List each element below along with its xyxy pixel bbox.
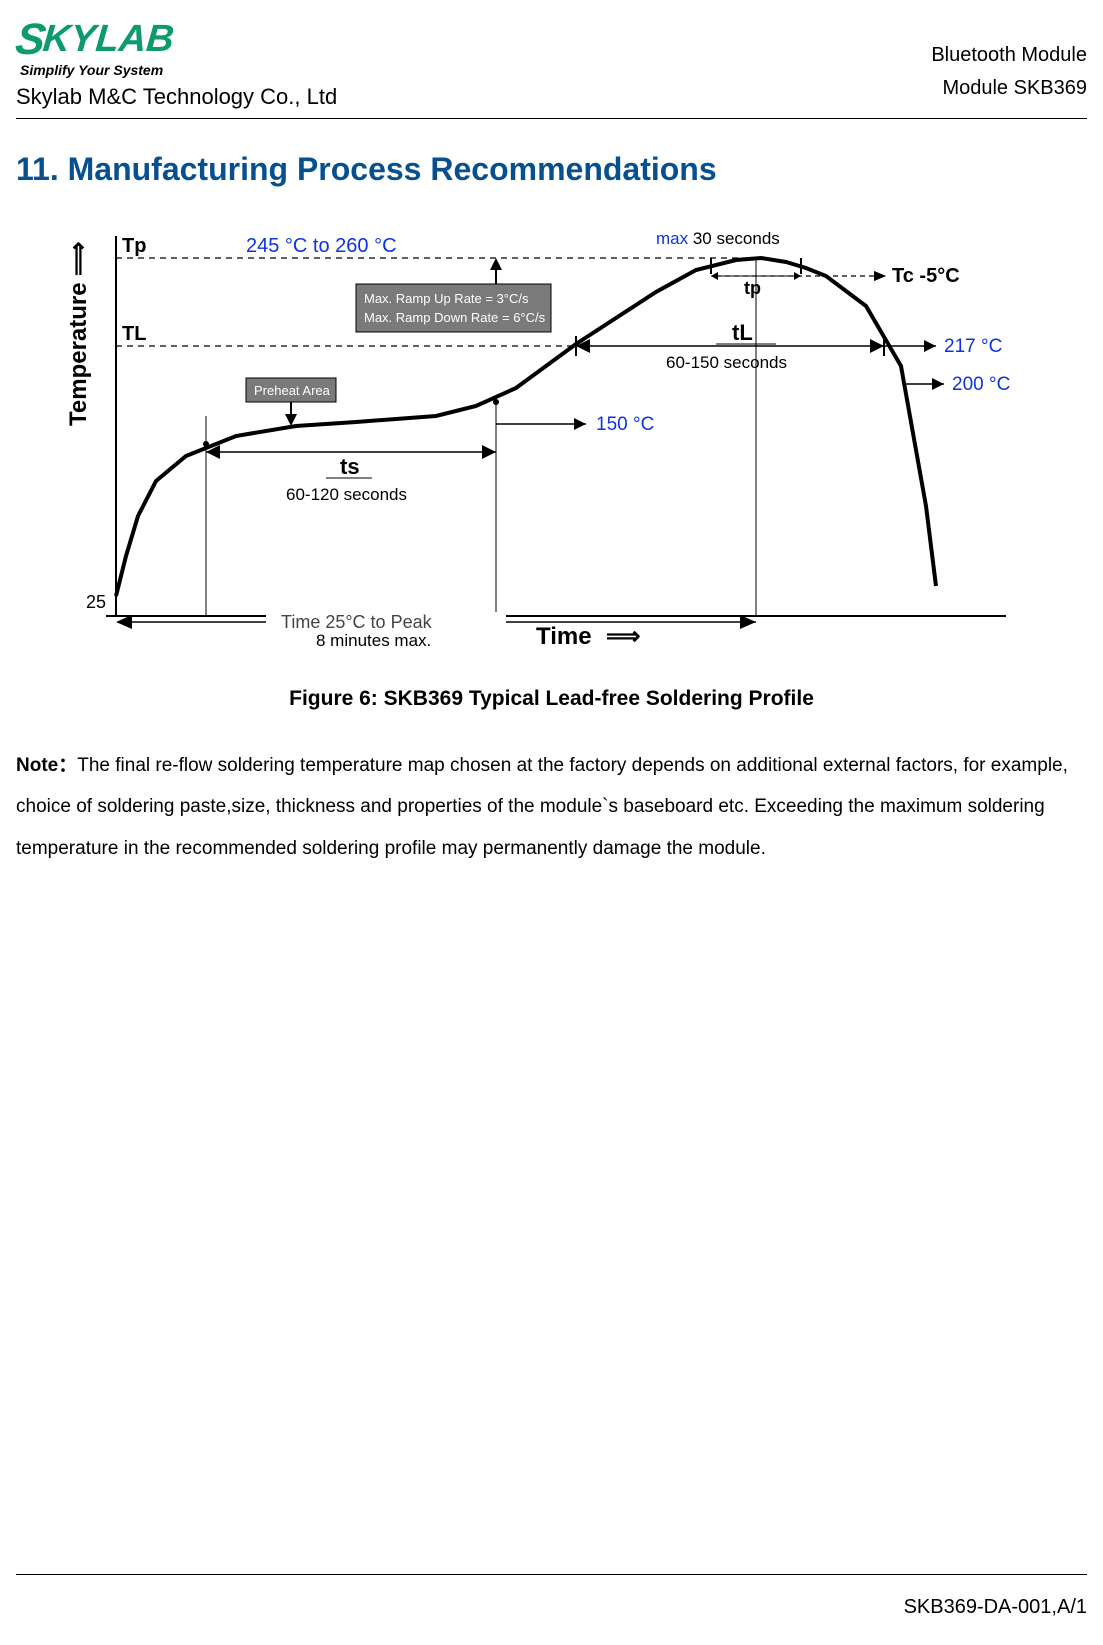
note-label: Note：	[16, 755, 77, 776]
preheat-text: Preheat Area	[254, 383, 331, 398]
tl-label-left: TL	[122, 323, 146, 345]
logo-tagline: Simplify Your System	[20, 62, 337, 78]
tc-label: Tc -5°C	[892, 265, 960, 287]
time-to-peak-text: Time 25°C to Peak	[281, 612, 433, 632]
ramp-up-text: Max. Ramp Up Rate = 3°C/s	[364, 291, 529, 306]
temp-150-label: 150 °C	[596, 414, 654, 435]
temp-200-label: 200 °C	[952, 374, 1010, 395]
logo: SKYLAB Simplify Your System	[16, 20, 337, 78]
arrow-150-icon	[574, 418, 586, 430]
page-header: SKYLAB Simplify Your System Skylab M&C T…	[16, 0, 1087, 119]
footer-doc-id: SKB369-DA-001,A/1	[904, 1596, 1087, 1619]
tl-time-label: 60-150 seconds	[666, 353, 787, 372]
figure-caption: Figure 6: SKB369 Typical Lead-free Solde…	[56, 687, 1047, 711]
note-text: The final re-flow soldering temperature …	[16, 755, 1068, 860]
tp-small-label: tp	[744, 278, 761, 298]
section-heading: 11. Manufacturing Process Recommendation…	[16, 151, 1087, 188]
time-to-peak-arrow-right-icon	[740, 615, 756, 629]
tp-label: Tp	[122, 235, 146, 257]
ramp-arrow-head-icon	[490, 258, 502, 270]
tc-arrow-icon-2	[874, 271, 886, 281]
temp-range: 245 °C to 260 °C	[246, 235, 397, 257]
ts-right-dot	[493, 399, 499, 405]
company-name: Skylab M&C Technology Co., Ltd	[16, 84, 337, 110]
y-axis-arrow-icon: ⟹	[65, 241, 92, 275]
temp-217-label: 217 °C	[944, 336, 1002, 357]
note-block: Note：The final re-flow soldering tempera…	[16, 745, 1087, 870]
y-axis-label: Temperature	[65, 282, 92, 426]
arrow-200-icon	[932, 378, 944, 390]
arrow-217-icon	[924, 340, 936, 352]
footer-divider	[16, 1574, 1087, 1575]
ts-arrow-right-icon	[482, 445, 496, 459]
max-30s-label: max 30 seconds	[656, 229, 780, 248]
logo-text: KYLAB	[42, 20, 176, 58]
product-line: Bluetooth Module	[931, 44, 1087, 67]
ts-left-dot	[203, 441, 209, 447]
header-left: SKYLAB Simplify Your System Skylab M&C T…	[16, 20, 337, 110]
tl-label: tL	[732, 320, 753, 345]
soldering-profile-chart: Temperature ⟹ Time ⟹ 25 Tp TL 245 °C to …	[56, 216, 1036, 646]
tl-arrow-right-icon	[870, 339, 884, 353]
ts-time-label: 60-120 seconds	[286, 485, 407, 504]
x-axis-label: Time	[536, 623, 592, 646]
y-tick-25: 25	[86, 592, 106, 612]
figure-container: Temperature ⟹ Time ⟹ 25 Tp TL 245 °C to …	[16, 206, 1087, 711]
x-axis-arrow-icon: ⟹	[606, 623, 640, 646]
ramp-down-text: Max. Ramp Down Rate = 6°C/s	[364, 310, 546, 325]
header-right: Bluetooth Module Module SKB369	[931, 44, 1087, 110]
time-to-peak-arrow-left-icon	[116, 615, 132, 629]
time-to-peak-sub: 8 minutes max.	[316, 631, 431, 646]
ts-label: ts	[340, 454, 360, 479]
module-name: Module SKB369	[931, 77, 1087, 100]
